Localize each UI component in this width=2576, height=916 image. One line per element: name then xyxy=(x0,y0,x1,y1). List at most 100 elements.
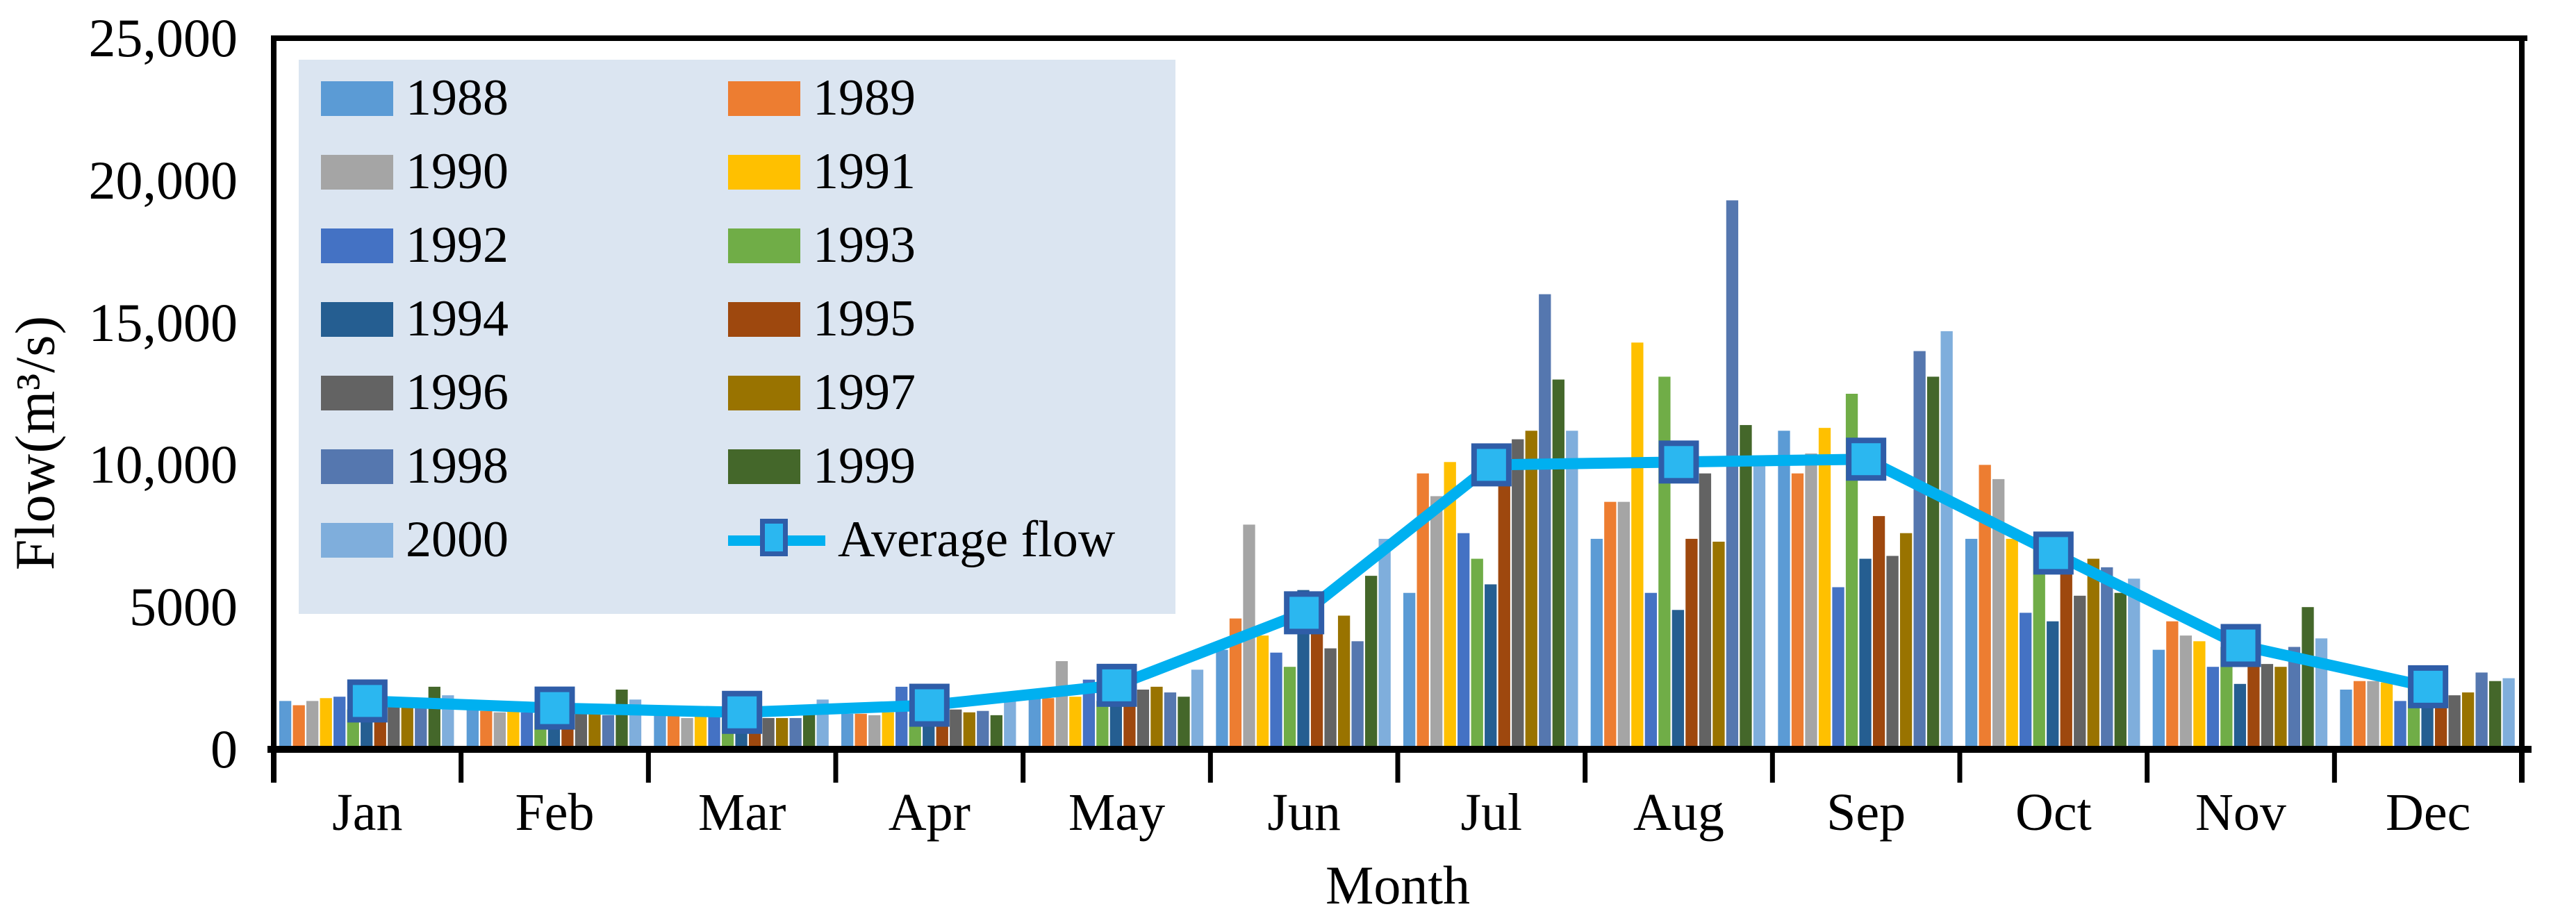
legend-label: 1993 xyxy=(813,217,916,274)
average-flow-marker-Mar xyxy=(722,690,763,734)
legend-label: 1994 xyxy=(406,290,509,347)
bar-1997-Feb xyxy=(588,713,601,749)
bar-1994-Sep xyxy=(1859,558,1872,749)
bar-1989-Oct xyxy=(1979,465,1991,749)
bar-1996-Feb xyxy=(575,713,588,749)
legend-label: 1992 xyxy=(406,217,509,274)
bar-1993-Sep xyxy=(1845,394,1858,749)
bar-1996-Dec xyxy=(2448,695,2461,749)
bar-1996-Oct xyxy=(2074,595,2086,749)
bar-1996-Jul xyxy=(1512,439,1524,749)
bar-1991-May xyxy=(1069,697,1082,749)
bar-1999-Nov xyxy=(2302,607,2314,749)
bar-1997-May xyxy=(1150,686,1163,749)
bar-1991-Apr xyxy=(882,712,894,749)
x-tick-label-Apr: Apr xyxy=(888,783,971,842)
bar-1990-Jan xyxy=(306,701,319,749)
average-flow-marker-Jul xyxy=(1471,443,1512,487)
bar-1994-Nov xyxy=(2234,683,2247,749)
bar-1992-Jan xyxy=(333,697,346,749)
bar-1990-Aug xyxy=(1617,501,1630,749)
bar-1988-Jan xyxy=(279,701,292,749)
bar-1988-Jul xyxy=(1403,592,1416,749)
x-axis-tick xyxy=(1395,749,1401,783)
bar-1990-Nov xyxy=(2179,635,2193,749)
x-axis-tick xyxy=(1583,749,1588,783)
bar-1989-Nov xyxy=(2166,621,2179,749)
average-flow-marker-Feb xyxy=(534,686,575,730)
bar-1996-Sep xyxy=(1886,556,1899,749)
bar-1992-Mar xyxy=(708,716,720,749)
bar-1990-Mar xyxy=(681,717,693,749)
bar-1998-Jan xyxy=(415,705,427,749)
bar-1988-May xyxy=(1028,698,1041,749)
y-tick-label: 0 xyxy=(210,719,238,779)
bar-1998-Oct xyxy=(2101,567,2113,749)
bar-1991-Jun xyxy=(1256,635,1269,749)
y-tick-label: 15,000 xyxy=(88,292,238,353)
legend-label: 1995 xyxy=(813,290,916,347)
legend: 1988 1989 1990 1991 1992 1993 1994 1995 1996 1997… xyxy=(299,60,1175,614)
bar-1990-Apr xyxy=(868,715,881,749)
legend-swatch-1991 xyxy=(728,155,800,190)
legend-label: 1988 xyxy=(406,69,509,126)
bar-1993-Jun xyxy=(1283,667,1296,749)
bar-1992-Jun xyxy=(1270,652,1282,749)
x-tick-label-Dec: Dec xyxy=(2385,783,2471,842)
x-axis-tick xyxy=(1021,749,1026,783)
legend-swatch-1988 xyxy=(321,81,393,116)
x-tick-label-Jan: Jan xyxy=(332,783,403,842)
bar-1992-Jul xyxy=(1458,533,1470,749)
bar-1995-Jul xyxy=(1498,485,1510,749)
bar-1996-Apr xyxy=(950,709,962,749)
bar-1999-Aug xyxy=(1740,425,1752,749)
bar-1992-Aug xyxy=(1644,592,1658,749)
bar-1989-Jun xyxy=(1229,618,1242,749)
bar-1992-Oct xyxy=(2020,613,2032,749)
bar-1997-Aug xyxy=(1712,541,1725,749)
bar-1995-Jan xyxy=(374,715,386,749)
bar-1992-Feb xyxy=(520,712,534,749)
bar-1992-Nov xyxy=(2206,667,2220,749)
bar-1993-Nov xyxy=(2220,647,2233,749)
bar-1993-Jul xyxy=(1471,558,1483,749)
bar-1995-Nov xyxy=(2247,655,2260,749)
x-axis-tick xyxy=(1769,749,1775,783)
bar-1991-Oct xyxy=(2006,538,2018,749)
bar-1990-Dec xyxy=(2367,681,2379,749)
bar-1990-Feb xyxy=(493,712,506,749)
bar-1988-Oct xyxy=(1965,538,1978,749)
bar-1999-Apr xyxy=(990,715,1002,749)
bar-1998-Nov xyxy=(2288,647,2301,749)
bar-1999-Jan xyxy=(428,686,440,749)
legend-label: 1999 xyxy=(813,438,916,494)
bar-1991-Dec xyxy=(2380,682,2393,749)
bar-1988-Apr xyxy=(841,713,854,749)
bar-1997-Jul xyxy=(1525,431,1537,749)
x-axis-tick xyxy=(2331,749,2337,783)
legend-label: 1989 xyxy=(813,69,916,126)
bar-1999-Mar xyxy=(802,713,816,749)
x-axis-tick xyxy=(833,749,839,783)
x-axis-tick xyxy=(645,749,651,783)
bar-1988-Nov xyxy=(2152,649,2165,749)
legend-swatch-1994 xyxy=(321,302,393,337)
bar-1989-May xyxy=(1042,698,1055,749)
bar-1999-Sep xyxy=(1926,376,1940,749)
bar-1999-Jun xyxy=(1364,576,1378,749)
bar-1996-Jun xyxy=(1324,648,1337,749)
x-tick-label-Mar: Mar xyxy=(697,783,786,842)
legend-swatch-1990 xyxy=(321,155,393,190)
bar-1995-Oct xyxy=(2060,569,2072,749)
bar-1998-Jun xyxy=(1351,641,1364,749)
average-flow-marker-May xyxy=(1096,663,1137,707)
bar-2000-Sep xyxy=(1940,331,1953,749)
bar-1988-Dec xyxy=(2340,689,2352,749)
y-axis-line xyxy=(271,38,276,783)
bar-1993-Oct xyxy=(2033,535,2045,749)
legend-label: 1991 xyxy=(813,143,916,200)
bar-1992-May xyxy=(1082,679,1096,749)
average-flow-line xyxy=(367,453,2429,718)
x-axis-title: Month xyxy=(1325,855,1471,915)
